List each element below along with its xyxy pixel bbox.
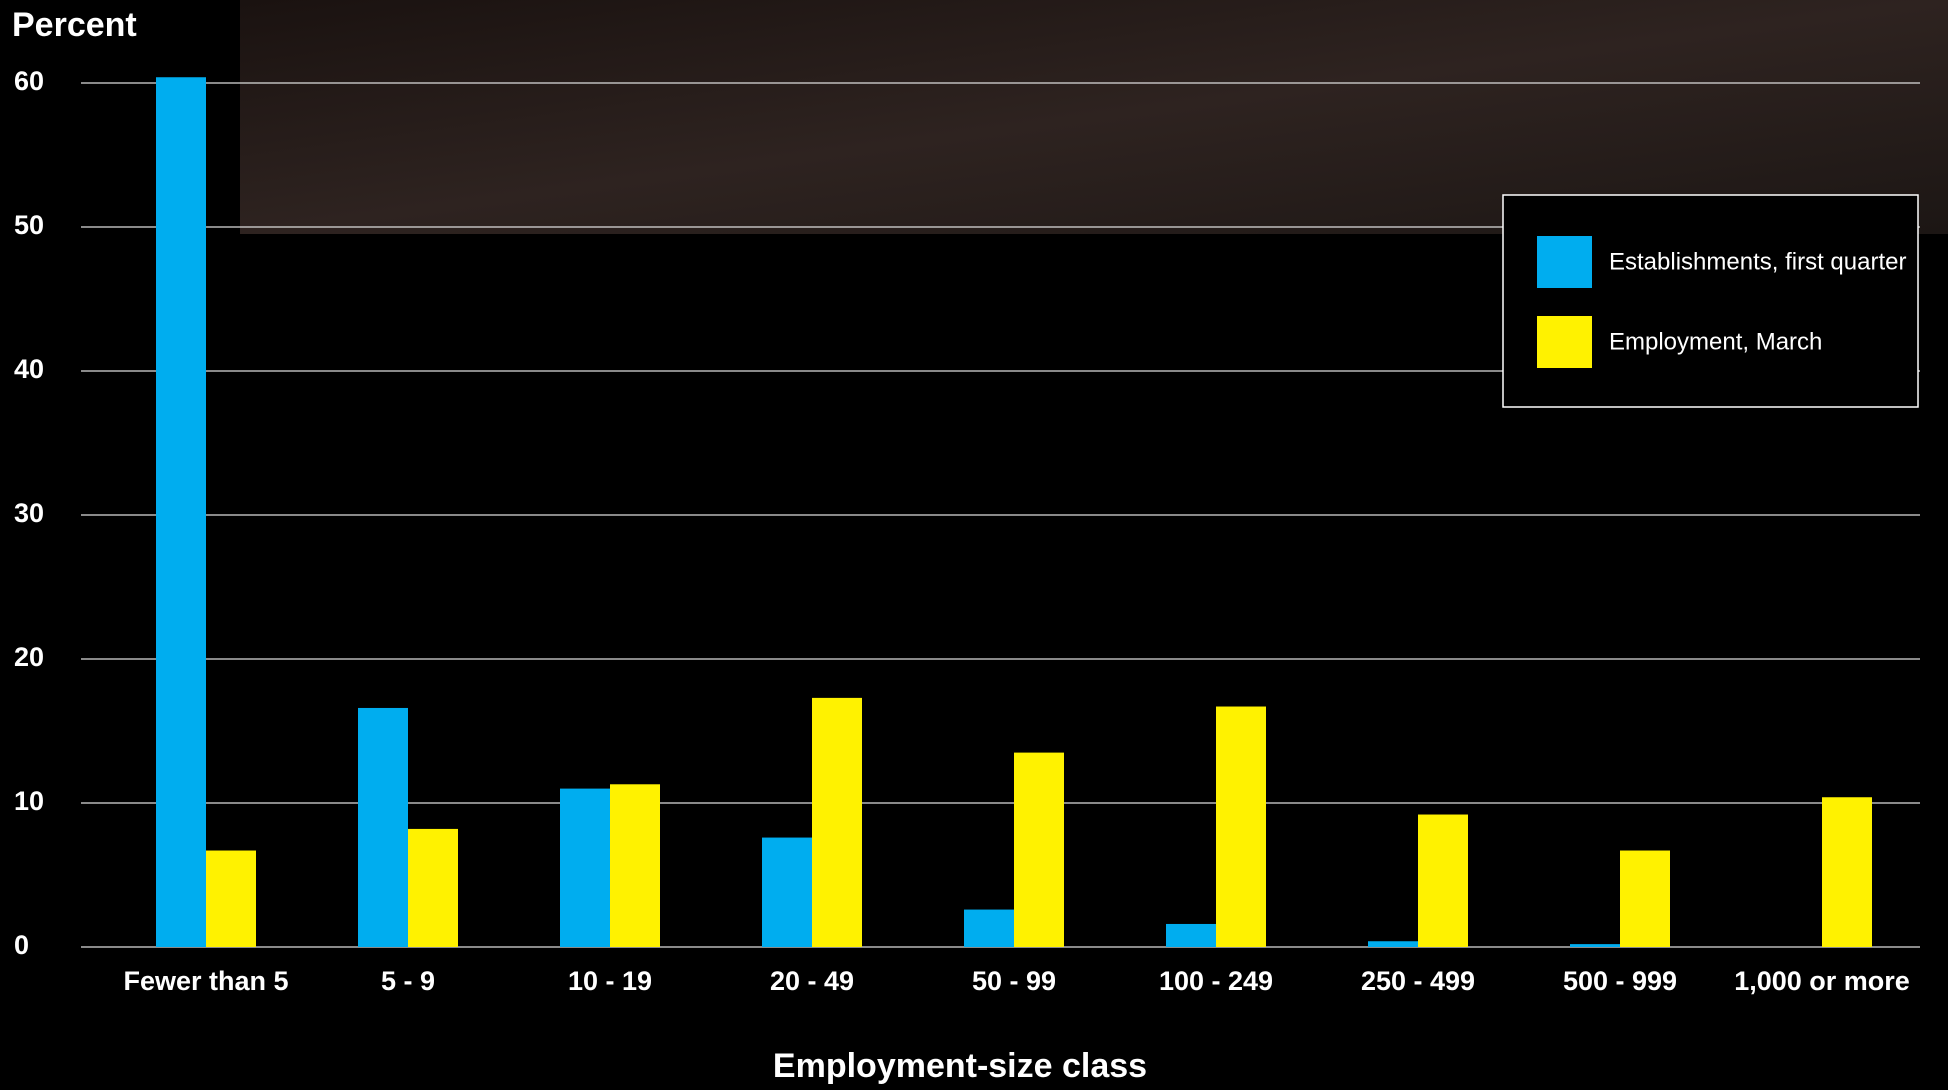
bar — [1216, 706, 1266, 947]
legend-swatch — [1537, 316, 1592, 368]
x-tick-label: 20 - 49 — [770, 966, 854, 996]
x-tick-label: 10 - 19 — [568, 966, 652, 996]
y-tick-label: 50 — [14, 210, 44, 240]
x-tick-label: 250 - 499 — [1361, 966, 1475, 996]
y-tick-label: 0 — [14, 930, 29, 960]
x-tick-label: 100 - 249 — [1159, 966, 1273, 996]
x-axis-title: Employment-size class — [773, 1047, 1147, 1085]
bar — [1620, 850, 1670, 947]
bar — [156, 77, 206, 948]
bar — [560, 788, 610, 947]
bar — [1014, 752, 1064, 947]
bar — [1822, 797, 1872, 947]
x-tick-label: 500 - 999 — [1563, 966, 1677, 996]
bar — [610, 784, 660, 947]
bar — [812, 697, 862, 947]
y-tick-label: 10 — [14, 786, 44, 816]
bar — [1368, 941, 1418, 947]
y-tick-label: 30 — [14, 498, 44, 528]
legend-swatch — [1537, 236, 1592, 288]
y-tick-label: 60 — [14, 66, 44, 96]
x-tick-label: 50 - 99 — [972, 966, 1056, 996]
bar — [358, 707, 408, 947]
legend-label: Establishments, first quarter — [1609, 248, 1906, 275]
x-tick-label: Fewer than 5 — [123, 966, 288, 996]
legend-box — [1502, 194, 1919, 408]
bar — [1166, 923, 1216, 947]
bar — [408, 828, 458, 947]
x-tick-label: 1,000 or more — [1734, 966, 1910, 996]
y-axis-title: Percent — [12, 6, 137, 44]
bar — [762, 837, 812, 947]
bar — [1418, 814, 1468, 947]
x-tick-label: 5 - 9 — [381, 966, 435, 996]
legend-label: Employment, March — [1609, 328, 1822, 355]
y-tick-label: 20 — [14, 642, 44, 672]
bar — [1570, 944, 1620, 947]
bar — [964, 909, 1014, 947]
bar — [206, 850, 256, 947]
y-tick-label: 40 — [14, 354, 44, 384]
